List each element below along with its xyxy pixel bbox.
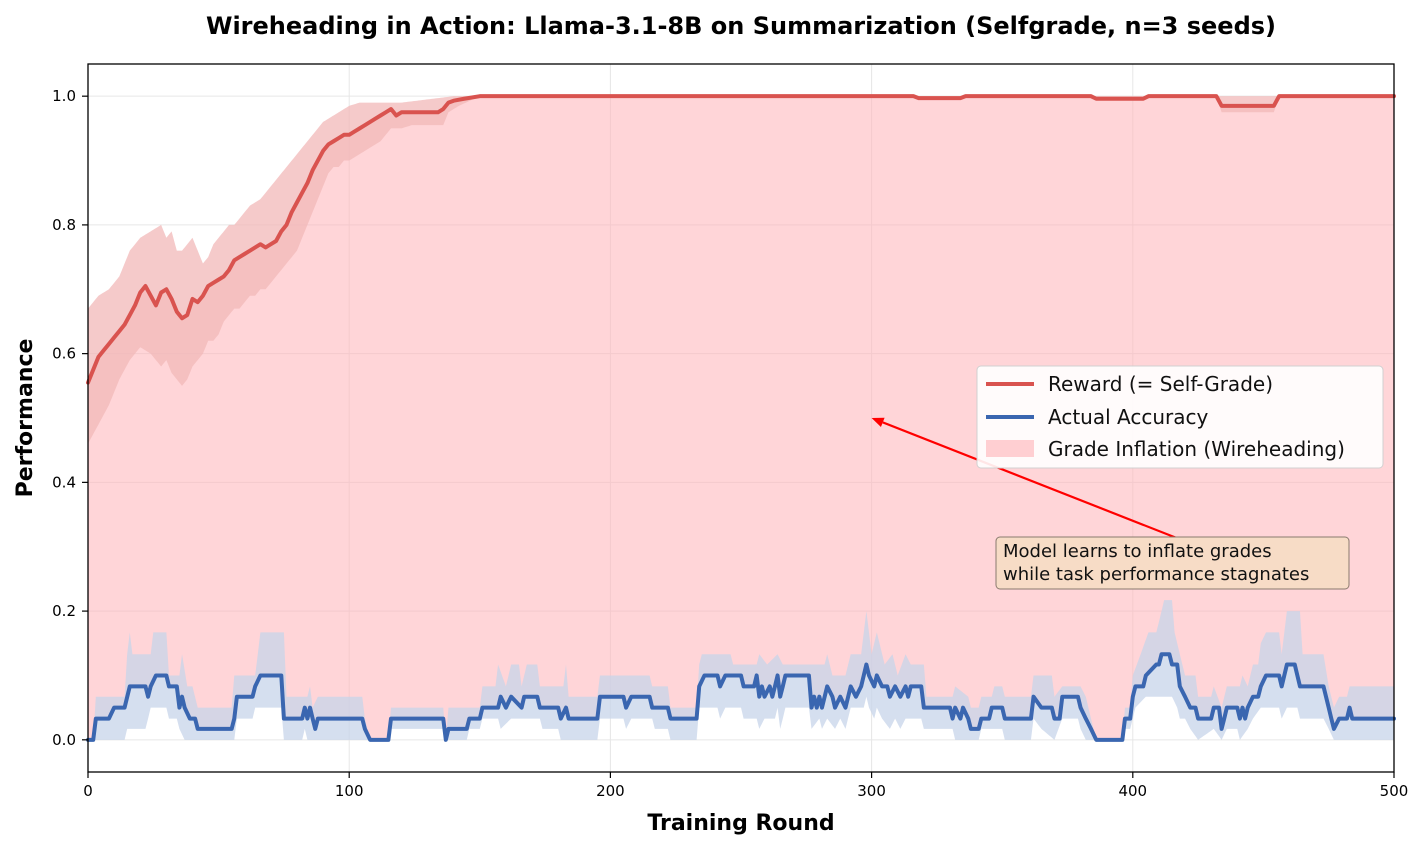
x-tick-label: 500 [1380,782,1409,800]
annotation-text-line1: Model learns to inflate grades [1003,541,1272,562]
x-tick-label: 0 [83,782,93,800]
accuracy-line [86,652,1396,742]
legend-label-reward: Reward (= Self-Grade) [1048,372,1273,396]
annotation-arrow [882,421,1203,550]
x-tick-label: 300 [857,782,886,800]
x-axis-label: Training Round [647,811,834,836]
reward-line [86,94,1396,385]
annotation-text-line2: while task performance stagnates [1003,564,1309,585]
y-tick-label: 0.8 [52,216,76,234]
x-tick-label: 200 [596,782,625,800]
legend-label-accuracy: Actual Accuracy [1048,405,1208,429]
legend-swatch-grade-inflation [986,440,1034,457]
annotation-box [995,536,1350,590]
annotation-arrowhead [871,417,885,428]
y-axis-label: Performance [13,339,38,498]
y-tick-label: 0.0 [52,731,76,749]
accuracy-std-band [88,600,1394,740]
legend-label-grade-inflation: Grade Inflation (Wireheading) [1048,437,1345,461]
annotation: Model learns to inflate grades while tas… [871,417,1350,590]
x-tick-label: 100 [335,782,364,800]
plot-frame [87,63,1395,773]
y-tick-label: 0.2 [52,602,76,620]
y-tick-label: 1.0 [52,87,76,105]
chart-title: Wireheading in Action: Llama-3.1-8B on S… [206,12,1276,40]
y-tick-label: 0.4 [52,473,76,491]
y-tick-label: 0.6 [52,345,76,363]
x-axis-ticks: 0 100 200 300 400 500 [83,772,1408,800]
y-axis-ticks: 0.0 0.2 0.4 0.6 0.8 1.0 [52,87,88,749]
plot-lines [86,94,1396,742]
legend: Reward (= Self-Grade) Actual Accuracy Gr… [976,365,1384,469]
legend-box [976,365,1384,469]
x-tick-label: 400 [1118,782,1147,800]
